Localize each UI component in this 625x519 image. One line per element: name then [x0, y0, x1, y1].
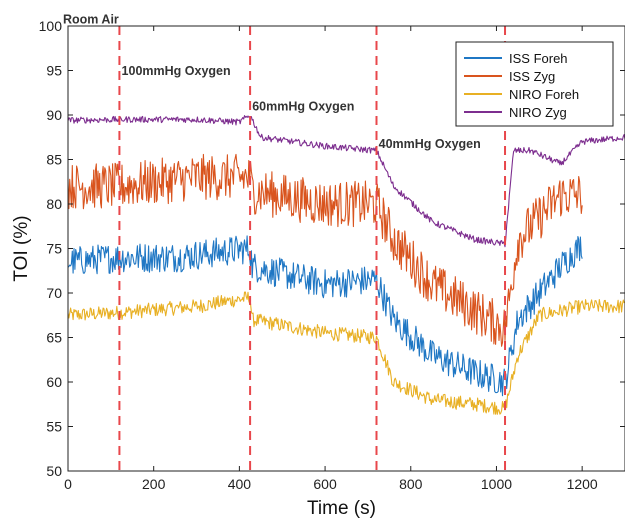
legend-entry: ISS Zyg	[509, 69, 555, 84]
y-tick-label: 80	[46, 196, 62, 212]
x-axis-title: Time (s)	[307, 498, 376, 519]
y-tick-label: 55	[46, 419, 62, 435]
x-tick-label: 1200	[567, 476, 598, 492]
y-tick-label: 90	[46, 107, 62, 123]
legend: ISS Foreh ISS Zyg NIRO Foreh NIRO Zyg	[455, 41, 614, 127]
y-axis-title: TOI (%)	[11, 215, 32, 281]
series-layer	[67, 115, 625, 415]
x-tick-label: 200	[142, 476, 166, 492]
y-tick-label: 60	[46, 374, 62, 390]
y-tick-label: 65	[46, 330, 62, 346]
series-line-niro-foreh	[67, 291, 625, 415]
x-tick-label: 400	[228, 476, 252, 492]
condition-label: Room Air	[63, 12, 119, 26]
y-tick-label: 50	[46, 463, 62, 479]
y-tick-label: 95	[46, 63, 62, 79]
y-tick-label: 85	[46, 152, 62, 168]
condition-label: 60mmHg Oxygen	[252, 100, 354, 114]
legend-entry: ISS Foreh	[509, 51, 568, 66]
condition-label: 100mmHg Oxygen	[122, 64, 231, 78]
legend-entry: NIRO Zyg	[509, 105, 567, 120]
x-tick-label: 800	[399, 476, 423, 492]
series-line-niro-zyg	[67, 115, 625, 248]
series-line-iss-zyg	[67, 153, 583, 347]
y-tick-label: 70	[46, 285, 62, 301]
x-tick-label: 1000	[481, 476, 512, 492]
legend-entry: NIRO Foreh	[509, 87, 579, 102]
condition-label: 40mmHg Oxygen	[379, 137, 481, 151]
annotations: Room Air 100mmHg Oxygen 60mmHg Oxygen 40mmH…	[63, 12, 481, 151]
y-tick-label: 75	[46, 241, 62, 257]
y-tick-label: 100	[39, 18, 63, 34]
series-line-iss-foreh	[67, 235, 583, 397]
x-tick-label: 600	[313, 476, 337, 492]
x-tick-label: 0	[64, 476, 72, 492]
